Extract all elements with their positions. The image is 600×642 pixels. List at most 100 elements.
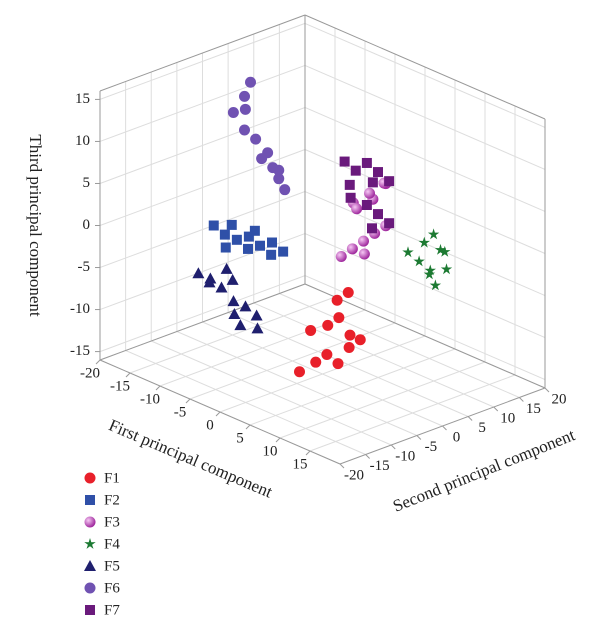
marker: [339, 156, 350, 167]
tick-mark: [125, 372, 131, 378]
marker: [373, 209, 383, 220]
marker: [243, 243, 253, 254]
marker: [344, 179, 355, 190]
marker: [423, 268, 436, 280]
marker: [220, 242, 231, 253]
grid-line: [176, 331, 418, 436]
marker: [333, 312, 345, 324]
marker: [239, 90, 250, 102]
marker: [367, 223, 377, 234]
x-tick-label: 10: [263, 443, 278, 459]
z-tick-label: 10: [75, 133, 90, 149]
marker: [344, 329, 356, 341]
tick-mark: [339, 463, 345, 469]
legend-marker: [85, 605, 95, 615]
marker: [373, 167, 383, 178]
grid-line: [304, 64, 546, 170]
x-tick-label: -20: [80, 365, 100, 381]
marker: [227, 107, 239, 119]
x-axis-title: First principal component: [106, 415, 275, 501]
tick-mark: [245, 424, 251, 430]
marker: [192, 267, 205, 279]
marker: [361, 157, 372, 168]
marker: [424, 264, 436, 276]
marker: [332, 358, 344, 370]
z-tick-label: -15: [70, 343, 90, 359]
marker: [250, 309, 263, 321]
grid-line: [99, 106, 306, 184]
grid-line: [99, 275, 306, 353]
legend-marker: [85, 495, 95, 505]
grid-line: [125, 350, 366, 455]
y-axis-title: Second principal component: [390, 425, 578, 516]
x-tick-label: -15: [110, 378, 130, 394]
y-tick-label: 15: [526, 401, 541, 417]
y-tick-label: 0: [453, 429, 461, 445]
marker: [255, 240, 265, 251]
marker: [434, 243, 447, 255]
marker: [243, 231, 254, 242]
marker: [384, 176, 395, 187]
marker: [219, 229, 230, 240]
marker: [273, 173, 285, 185]
tick-mark: [390, 444, 396, 450]
grid-line: [304, 149, 546, 254]
y-tick-label: 20: [552, 391, 567, 407]
marker: [351, 203, 363, 215]
tick-mark: [519, 397, 524, 402]
legend-label: F1: [104, 470, 120, 486]
marker: [384, 218, 395, 229]
z-tick-label: -5: [78, 259, 91, 275]
grid-line: [99, 64, 306, 142]
legend-marker: [84, 560, 96, 571]
marker: [239, 124, 250, 136]
x-tick-label: 0: [206, 417, 214, 433]
legend-marker: [84, 472, 96, 484]
marker: [439, 245, 451, 257]
legend-label: F6: [104, 580, 120, 596]
marker: [440, 263, 453, 275]
marker: [350, 165, 361, 176]
tick-mark: [544, 387, 550, 393]
z-tick-label: 5: [83, 175, 91, 191]
grid-line: [99, 191, 306, 269]
grid-line: [151, 340, 392, 446]
marker: [226, 273, 239, 285]
tick-mark: [215, 411, 221, 417]
tick-mark: [185, 398, 191, 404]
marker: [215, 281, 228, 293]
marker: [250, 133, 262, 145]
marker: [358, 235, 369, 247]
marker: [226, 219, 237, 230]
axis-edge: [99, 283, 306, 361]
marker: [279, 184, 291, 196]
marker: [402, 246, 414, 258]
marker: [227, 295, 240, 307]
z-tick-label: -10: [70, 301, 90, 317]
axis-edge: [99, 14, 306, 92]
y-tick-label: -20: [344, 467, 364, 483]
marker: [204, 272, 217, 284]
marker: [310, 356, 322, 368]
marker: [245, 76, 256, 88]
marker: [239, 300, 252, 312]
marker: [305, 324, 317, 336]
y-tick-label: -15: [370, 458, 390, 474]
marker: [367, 177, 378, 188]
marker: [228, 308, 241, 320]
marker: [249, 225, 260, 236]
tick-mark: [305, 450, 311, 456]
x-tick-label: 15: [293, 456, 308, 472]
marker: [220, 262, 233, 274]
legend-label: F5: [104, 558, 120, 574]
marker: [273, 164, 285, 176]
grid-line: [227, 312, 469, 417]
marker: [429, 279, 442, 291]
tick-mark: [95, 359, 101, 365]
marker: [358, 248, 370, 260]
tick-mark: [416, 435, 422, 440]
marker: [427, 228, 440, 240]
grid-line: [304, 107, 546, 212]
grid-line: [202, 321, 443, 427]
